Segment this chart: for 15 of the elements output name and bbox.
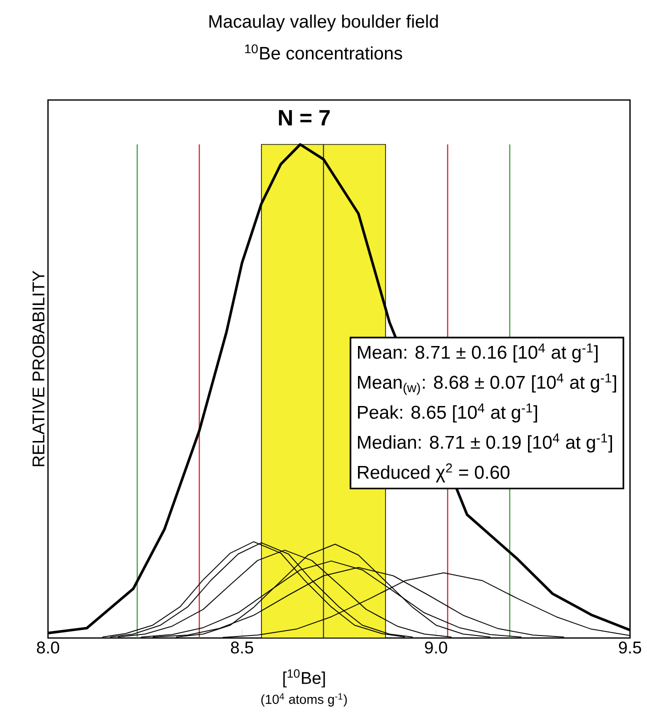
x-tick-label: 9.5 xyxy=(618,642,642,654)
y-axis-title: RELATIVE PROBABILITY xyxy=(32,270,44,466)
x-axis-title: [$^{10}$Be] xyxy=(283,669,325,688)
annotation: Peak: 8.65 [10$^{4}$ at g$^{-1}$] xyxy=(358,404,538,423)
annotation: Median: 8.71 ± 0.19 [10$^{4}$ at g$^{-1}$] xyxy=(358,434,612,453)
annotation: Mean$_{(w)}$: 8.68 ± 0.07 [10$^{4}$ at g$^{-1}$] xyxy=(358,374,616,395)
annotation: Reduced χ$^{2}$ = 0.60 xyxy=(358,463,510,482)
chart-title: Macaulay valley boulder field xyxy=(209,14,438,32)
x-tick-label: 8.5 xyxy=(230,642,254,654)
x-tick-label: 8.0 xyxy=(36,642,60,654)
annotation: Mean: 8.71 ± 0.16 [10$^{4}$ at g$^{-1}$] xyxy=(358,344,598,363)
chart-subtitle: $^{10}$Be concentrations xyxy=(245,44,402,60)
text: (10$^{4}$ atoms g$^{-1}$) xyxy=(261,693,347,707)
x-tick-label: 9.0 xyxy=(424,642,448,654)
text: N = 7 xyxy=(278,110,330,126)
